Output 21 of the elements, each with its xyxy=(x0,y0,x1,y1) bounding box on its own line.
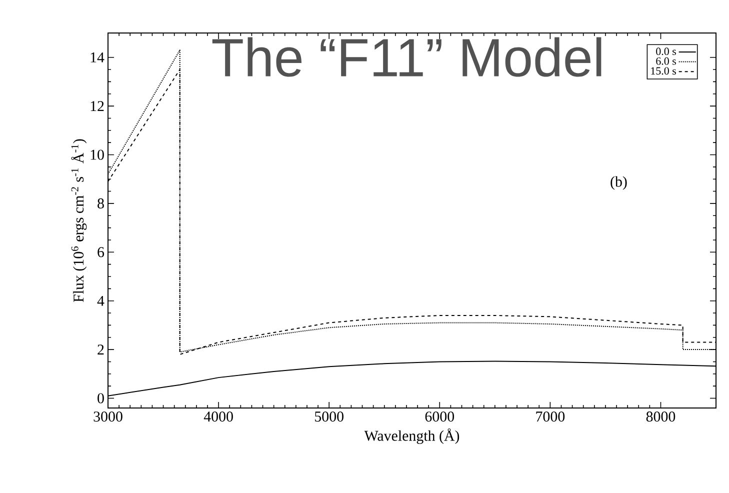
y-tick-label: 0 xyxy=(98,393,104,404)
y-tick-label: 4 xyxy=(97,296,104,306)
y-tick-label: 10 xyxy=(90,150,104,160)
y-tick-label: 2 xyxy=(98,344,104,355)
legend-label: 15.0 s xyxy=(651,67,676,75)
x-tick-label: 3000 xyxy=(94,412,122,422)
legend-label: 6.0 s xyxy=(656,57,676,65)
x-tick-label: 5000 xyxy=(315,412,344,422)
y-tick-label: 14 xyxy=(90,52,104,62)
text: Flux (10$^{6}$ ergs cm$^{-2}$ s$^{-1}$ Å$^{-1}$) xyxy=(71,139,87,302)
y-tick-label: 12 xyxy=(90,101,104,111)
annotation: (b) xyxy=(610,176,627,190)
x-tick-label: 8000 xyxy=(646,412,676,422)
x-tick-label: 4000 xyxy=(204,412,233,422)
x-tick-label: 6000 xyxy=(425,412,454,422)
legend-label: 0.0 s xyxy=(656,48,676,56)
x-tick-label: 7000 xyxy=(536,412,565,422)
x-axis-title: Wavelength (Å) xyxy=(364,428,460,444)
y-tick-label: 8 xyxy=(98,198,104,208)
y-tick-label: 6 xyxy=(98,247,104,258)
chart-title: The “F11” Model xyxy=(212,37,602,77)
